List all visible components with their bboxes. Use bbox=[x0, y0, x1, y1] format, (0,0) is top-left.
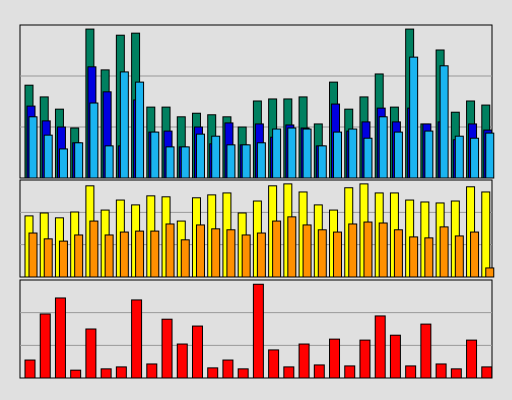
bar bbox=[28, 116, 38, 179]
bar bbox=[439, 65, 449, 179]
bar bbox=[256, 232, 266, 278]
bar bbox=[180, 146, 190, 179]
bar bbox=[344, 365, 356, 379]
bar bbox=[74, 142, 84, 179]
bar bbox=[454, 235, 464, 278]
bar bbox=[180, 239, 190, 278]
bar bbox=[104, 145, 114, 179]
bar bbox=[24, 359, 36, 379]
bar bbox=[43, 134, 53, 179]
bar bbox=[150, 131, 160, 179]
bar bbox=[378, 116, 388, 179]
bar bbox=[481, 366, 493, 379]
bar bbox=[119, 71, 129, 179]
bar bbox=[481, 191, 491, 278]
bar bbox=[58, 240, 68, 278]
bar bbox=[363, 221, 373, 278]
bar bbox=[409, 236, 419, 278]
bar bbox=[272, 128, 282, 179]
bar bbox=[85, 328, 97, 379]
bar bbox=[374, 315, 386, 379]
bar bbox=[119, 231, 129, 278]
bar bbox=[298, 343, 310, 379]
bar bbox=[39, 313, 51, 379]
bar bbox=[104, 234, 114, 278]
bar bbox=[435, 363, 447, 379]
bar bbox=[348, 223, 358, 278]
bar bbox=[470, 231, 480, 278]
bar bbox=[424, 237, 434, 278]
bar bbox=[485, 132, 495, 179]
bar bbox=[150, 230, 160, 278]
bar bbox=[302, 128, 312, 179]
bar bbox=[211, 135, 221, 179]
bar bbox=[211, 228, 221, 278]
bar bbox=[89, 102, 99, 179]
bar bbox=[268, 349, 280, 379]
bar bbox=[241, 144, 251, 179]
bar bbox=[348, 128, 358, 179]
bar bbox=[58, 148, 68, 179]
bar bbox=[470, 137, 480, 179]
bar bbox=[100, 368, 112, 379]
bar bbox=[256, 142, 266, 179]
bar bbox=[222, 359, 234, 379]
bar bbox=[283, 366, 295, 379]
bar bbox=[378, 222, 388, 278]
bar bbox=[359, 339, 371, 379]
bar bbox=[176, 343, 188, 379]
bar bbox=[54, 297, 66, 379]
bar bbox=[313, 364, 325, 379]
bar bbox=[135, 81, 145, 179]
bar bbox=[329, 338, 341, 379]
bar bbox=[195, 133, 205, 179]
bar bbox=[439, 226, 449, 278]
bar bbox=[317, 229, 327, 278]
bar bbox=[241, 234, 251, 278]
bar bbox=[161, 318, 173, 379]
bar bbox=[165, 223, 175, 278]
bar bbox=[287, 127, 297, 179]
bar bbox=[485, 267, 495, 278]
bar bbox=[226, 229, 236, 278]
bar bbox=[131, 299, 143, 379]
bar bbox=[363, 137, 373, 179]
bar bbox=[389, 334, 401, 379]
bar bbox=[302, 224, 312, 278]
bar bbox=[226, 144, 236, 179]
bar bbox=[89, 220, 99, 278]
bar bbox=[317, 145, 327, 179]
bar bbox=[393, 131, 403, 179]
bar bbox=[70, 369, 82, 379]
bar bbox=[252, 283, 264, 379]
bar bbox=[450, 368, 462, 379]
bar bbox=[43, 238, 53, 278]
bar bbox=[195, 224, 205, 278]
bar bbox=[237, 368, 249, 379]
bar bbox=[135, 230, 145, 278]
bar bbox=[424, 130, 434, 179]
bar bbox=[146, 363, 158, 379]
bar bbox=[409, 56, 419, 179]
bar bbox=[74, 234, 84, 278]
bar bbox=[287, 216, 297, 278]
bar bbox=[165, 146, 175, 179]
bar bbox=[420, 323, 432, 379]
bar bbox=[28, 232, 38, 278]
bar bbox=[333, 131, 343, 179]
bar bbox=[272, 220, 282, 278]
bar bbox=[207, 367, 219, 379]
bar bbox=[454, 135, 464, 179]
bar bbox=[405, 365, 417, 379]
bar bbox=[115, 366, 127, 379]
bar bbox=[393, 229, 403, 278]
bar bbox=[466, 339, 478, 379]
bar bbox=[191, 325, 203, 379]
bar bbox=[333, 231, 343, 278]
